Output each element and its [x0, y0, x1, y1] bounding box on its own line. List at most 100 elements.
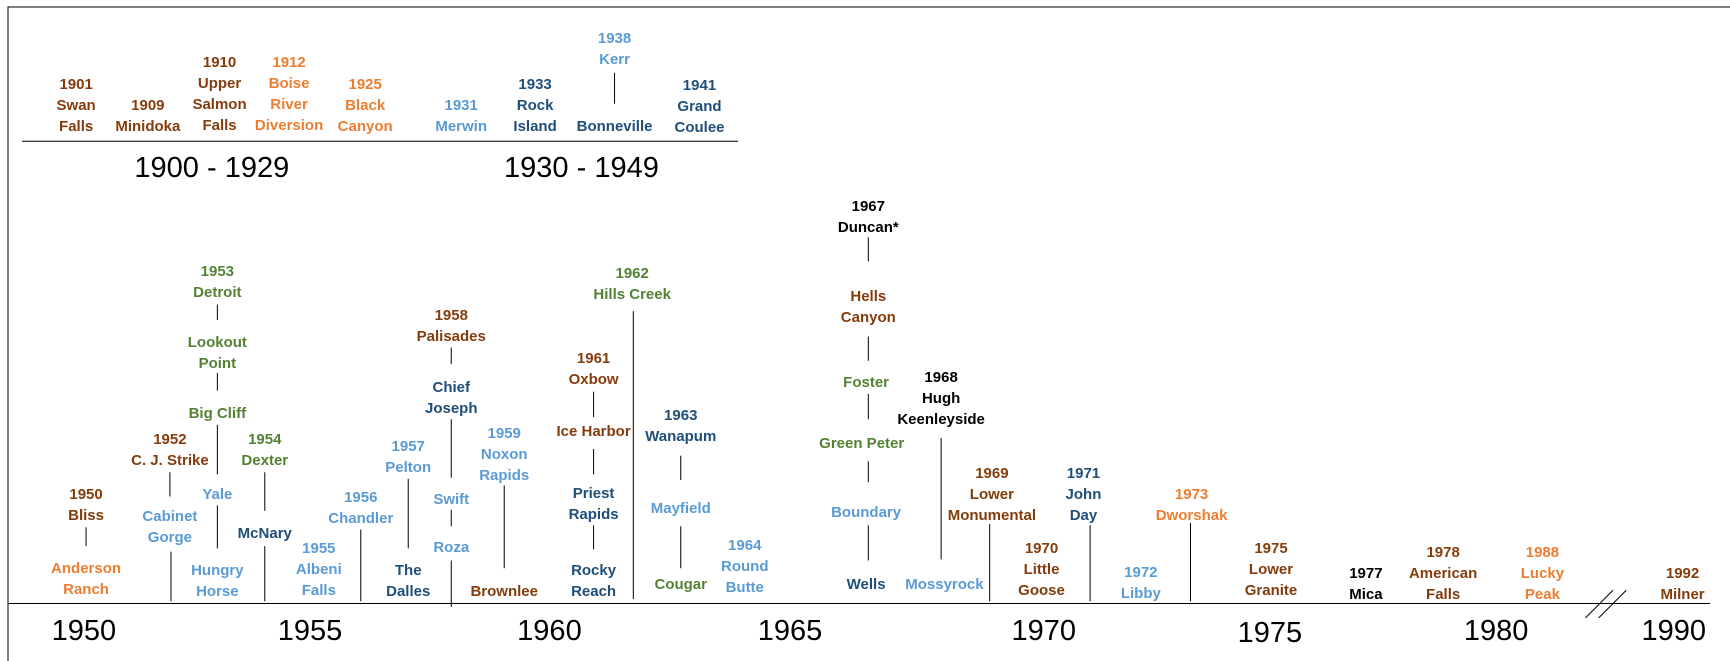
dam-label: Hells Canyon	[841, 286, 896, 328]
dam-label-line: Upper	[197, 74, 242, 92]
dam-label-line: 1933	[518, 75, 552, 93]
dam-label-line: Keenleyside	[897, 411, 985, 429]
year-label: 1975	[1237, 616, 1303, 649]
dam-label-line: 1973	[1174, 486, 1209, 504]
dam-label-line: 1959	[487, 424, 521, 442]
dam-label: Rocky Reach	[571, 560, 616, 602]
dam-label-line: Hells	[850, 287, 887, 305]
dam-label-line: Detroit	[193, 284, 242, 302]
dam-label-line: 1909	[131, 96, 165, 114]
dam-label: 1988 Lucky Peak	[1521, 542, 1564, 605]
dam-label-line: Rapids	[479, 466, 530, 484]
dam-label-line: 1901	[59, 75, 93, 93]
dam-label-line: 1975	[1254, 540, 1288, 558]
dam-label-line: Granite	[1244, 582, 1298, 600]
year-label: 1955	[277, 614, 343, 647]
connector	[1598, 589, 1627, 619]
dam-label-line: Canyon	[840, 308, 896, 326]
era-label: 1900 - 1929	[134, 152, 290, 185]
year-label: 1965	[757, 614, 823, 647]
dam-label: Mayfield	[651, 498, 711, 519]
dam-label-line: Canyon	[337, 117, 393, 135]
dam-label-line: McNary	[237, 524, 292, 542]
dam-label-line: Pelton	[385, 458, 432, 476]
dam-label-line: Mossyrock	[905, 575, 984, 593]
dam-label: Brownlee	[470, 581, 538, 602]
dam-label-line: Salmon	[192, 95, 247, 113]
dam-label-line: Falls	[59, 117, 94, 135]
dam-label: The Dalles	[386, 560, 430, 602]
dam-label-line: 1970	[1024, 540, 1059, 558]
dam-label: Boundary	[831, 502, 901, 523]
dam-label-line: Swift	[433, 490, 470, 508]
dam-label-line: Monumental	[947, 507, 1037, 525]
dam-label-line: Hugh	[921, 390, 961, 408]
dam-label: 1955 Albeni Falls	[296, 538, 342, 601]
connector	[1585, 589, 1614, 619]
dam-label-line: 1992	[1665, 564, 1700, 582]
dam-label-line: 1971	[1066, 465, 1101, 483]
dam-label-line: Grand	[677, 98, 722, 116]
dam-label: Hungry Horse	[191, 560, 244, 602]
dam-label-line: Horse	[196, 583, 239, 601]
dam-label: 1977 Mica	[1349, 563, 1382, 605]
dam-label-line: Ranch	[63, 581, 109, 599]
dam-label-line: 1941	[682, 77, 717, 95]
dam-label-line: 1956	[344, 488, 378, 506]
dam-label-line: Hungry	[191, 562, 244, 580]
dam-label-line: Dexter	[241, 452, 289, 470]
dam-label: 1954 Dexter	[241, 429, 288, 471]
dam-label: Yale	[202, 484, 232, 505]
dam-label: Cabinet Gorge	[142, 506, 197, 548]
dam-label: 1909 Minidoka	[115, 95, 180, 137]
dam-label-line: Island	[513, 117, 557, 135]
dam-label: 1961 Oxbow	[569, 348, 619, 390]
dam-label: 1963 Wanapum	[645, 405, 716, 447]
dam-label-line: Chandler	[328, 509, 394, 527]
dam-label-line: Lower	[1248, 561, 1294, 579]
year-label: 1980	[1463, 614, 1529, 647]
dam-label-line: Albeni	[295, 561, 342, 579]
dam-label-line: Lookout	[187, 334, 247, 352]
dam-label-line: Kerr	[599, 50, 630, 68]
dam-label: 1964 Round Butte	[721, 535, 768, 598]
dam-label-line: Ice Harbor	[556, 423, 631, 441]
dam-label-line: 1950	[69, 486, 103, 504]
dam-label-line: 1978	[1426, 543, 1460, 561]
dam-label: Big Cliff	[189, 403, 247, 424]
dam-label: Wells	[847, 574, 886, 595]
dam-label: 1969 Lower Monumental	[948, 463, 1036, 526]
dam-label-line: 1954	[248, 431, 282, 449]
dam-label: 1973 Dworshak	[1156, 484, 1228, 526]
dam-label: 1933 Rock Island	[513, 74, 556, 137]
dam-label: 1956 Chandler	[328, 487, 393, 529]
dam-label: 1957 Pelton	[385, 436, 431, 478]
dam-label: 1952 C. J. Strike	[131, 429, 209, 471]
dam-label-line: 1910	[202, 53, 237, 71]
dam-label-line: Big Cliff	[188, 404, 247, 422]
dam-label-line: Milner	[1660, 585, 1705, 603]
dam-label-line: Falls	[1426, 585, 1461, 603]
dam-label-line: 1958	[434, 306, 468, 324]
dam-label-line: River	[270, 95, 308, 113]
dam-label: 1975 Lower Granite	[1245, 538, 1298, 601]
dam-label: 1953 Detroit	[193, 261, 241, 303]
dam-label-line: 1957	[391, 437, 425, 455]
dam-label-line: Dworshak	[1155, 507, 1228, 525]
dam-label-line: 1931	[444, 96, 478, 114]
dam-label-line: Round	[720, 558, 769, 576]
dam-label: 1950 Bliss	[68, 484, 104, 526]
dam-label: Cougar	[654, 574, 707, 595]
dam-label-line: Wanapum	[645, 427, 717, 445]
dam-label: 1938 Kerr	[598, 28, 631, 70]
dam-label-line: American	[1408, 564, 1478, 582]
dam-label: 1962 Hills Creek	[593, 263, 671, 305]
dam-label: Mossyrock	[905, 574, 983, 595]
dam-label-line: Rocky	[571, 562, 617, 580]
dam-label-line: 1955	[302, 540, 336, 558]
dam-label: 1970 Little Goose	[1018, 538, 1065, 601]
dam-label: 1912 Boise River Diversion	[255, 52, 323, 136]
dam-label: 1967 Duncan*	[838, 196, 899, 238]
year-label: 1960	[517, 614, 582, 647]
